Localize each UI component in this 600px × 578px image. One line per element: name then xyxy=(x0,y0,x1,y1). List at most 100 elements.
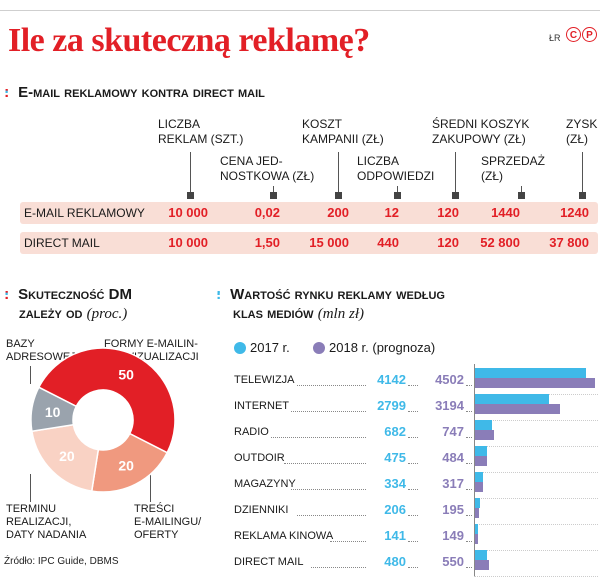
leader-dots xyxy=(408,410,418,412)
leader-dots xyxy=(408,384,418,386)
row-gridline xyxy=(474,472,598,474)
section2-unit: (proc.) xyxy=(86,306,128,322)
table-row xyxy=(20,202,598,224)
legend-2018-dot-icon xyxy=(313,342,325,354)
value-2018: 550 xyxy=(442,554,464,569)
table-cell: 15 000 xyxy=(309,235,349,250)
column-header-line: CENA JED- xyxy=(220,154,283,168)
row-label: E-MAIL REKLAMOWY xyxy=(24,206,145,220)
section2-subtitle: zależy od (proc.) xyxy=(19,305,127,323)
section3-heading: :· Wartość rynku reklamy według xyxy=(216,286,445,303)
section3-bullet-icon: : xyxy=(216,286,222,303)
leader-dots xyxy=(408,436,418,438)
bar-2018 xyxy=(474,456,488,466)
bar-category-label: INTERNET xyxy=(234,400,289,412)
bar-2017 xyxy=(474,446,487,456)
column-header-line: SPRZEDAŻ xyxy=(481,154,546,168)
table-cell: 10 000 xyxy=(168,235,208,250)
table-cell: 37 800 xyxy=(549,235,589,250)
leader-dots xyxy=(466,436,472,438)
donut-leader-line xyxy=(150,474,151,502)
section2-subtitle-text: zależy od xyxy=(19,305,83,322)
leader-dots xyxy=(408,488,418,490)
column-header-line: ODPOWIEDZI xyxy=(357,169,435,183)
bar-category-label: REKLAMA KINOWA xyxy=(234,530,334,542)
leader-dots xyxy=(284,462,366,464)
column-marker-line xyxy=(187,152,194,199)
row-label: DIRECT MAIL xyxy=(24,236,100,250)
table-cell: 200 xyxy=(327,205,349,220)
bar-axis-line xyxy=(474,364,475,576)
value-2017: 4142 xyxy=(377,372,406,387)
donut-slice xyxy=(37,347,176,454)
column-header-4: LICZBA ODPOWIEDZI xyxy=(357,154,434,184)
section2-title: Skuteczność DM xyxy=(18,286,132,303)
table-cell: 120 xyxy=(437,235,459,250)
value-2017: 2799 xyxy=(377,398,406,413)
bar-2017 xyxy=(474,368,586,378)
leader-dots xyxy=(330,540,366,542)
section1-heading: :· E-mail reklamowy kontra direct mail xyxy=(4,84,265,101)
leader-dots xyxy=(290,410,366,412)
value-2018: 3194 xyxy=(435,398,464,413)
column-header-line: NOSTKOWA (ZŁ) xyxy=(220,169,315,183)
row-gridline xyxy=(474,524,598,526)
column-header-1: LICZBA REKLAM (SZT.) xyxy=(158,117,243,147)
table-cell: 1240 xyxy=(560,205,589,220)
column-header-line: LICZBA xyxy=(357,154,400,168)
bar-2017 xyxy=(474,524,478,534)
section3-title: Wartość rynku reklamy według xyxy=(230,286,445,303)
value-2018: 149 xyxy=(442,528,464,543)
bar-2017 xyxy=(474,394,550,404)
bar-category-label: OUTDOIR xyxy=(234,452,285,464)
column-header-line: KAMPANII (ZŁ) xyxy=(302,132,384,146)
bar-2018 xyxy=(474,508,480,518)
page-title: Ile za skuteczną reklamę? xyxy=(8,22,370,59)
leader-dots xyxy=(466,488,472,490)
leader-dots xyxy=(466,566,472,568)
row-gridline xyxy=(474,420,598,422)
cp-logo-c-icon: C xyxy=(566,27,581,42)
column-header-line: (ZŁ) xyxy=(481,169,503,183)
table-cell: 1,50 xyxy=(254,235,280,250)
bar-2018 xyxy=(474,560,489,570)
section2-bullet-icon: : xyxy=(4,286,10,303)
leader-dots xyxy=(290,488,366,490)
leader-dots xyxy=(408,514,418,516)
column-marker-line xyxy=(394,186,401,199)
column-header-line: ŚREDNI KOSZYK xyxy=(432,117,530,131)
column-header-line: KOSZT xyxy=(302,117,343,131)
value-2017: 141 xyxy=(384,528,406,543)
bar-category-label: RADIO xyxy=(234,426,269,438)
table-cell: 0,02 xyxy=(254,205,280,220)
column-marker-line xyxy=(452,152,459,199)
donut-label-tresci: TREŚCI E-MAILINGU/OFERTY xyxy=(134,503,201,542)
bar-2018 xyxy=(474,482,483,492)
column-header-6: SPRZEDAŻ (ZŁ) xyxy=(481,154,545,184)
row-gridline xyxy=(474,498,598,500)
bar-2018 xyxy=(474,534,479,544)
leader-dots xyxy=(310,566,366,568)
donut-label-line: BAZY xyxy=(6,338,35,350)
bar-category-label: TELEWIZJA xyxy=(234,374,295,386)
donut-label-line: TERMINU xyxy=(6,503,57,515)
donut-label-line: REALIZACJI, xyxy=(6,516,72,528)
table-cell: 120 xyxy=(437,205,459,220)
section3-subtitle-text: klas mediów xyxy=(233,305,314,322)
donut-label-terminu: TERMINU REALIZACJI, DATY NADANIA xyxy=(6,503,86,542)
row-gridline xyxy=(474,446,598,448)
donut-leader-line xyxy=(30,474,31,502)
column-header-5: ŚREDNI KOSZYK ZAKUPOWY (ZŁ) xyxy=(432,117,529,147)
value-2018: 4502 xyxy=(435,372,464,387)
bar-2018 xyxy=(474,404,561,414)
leader-dots xyxy=(408,462,418,464)
donut-label-line: TREŚCI xyxy=(134,503,175,515)
leader-dots xyxy=(408,566,418,568)
bar-2017 xyxy=(474,550,487,560)
top-rule xyxy=(0,10,600,11)
bar-category-label: DIRECT MAIL xyxy=(234,556,304,568)
value-2018: 195 xyxy=(442,502,464,517)
donut-label-line: E-MAILINGU/ xyxy=(134,516,202,528)
bar-category-label: MAGAZYNY xyxy=(234,478,296,490)
bar-category-label: DZIENNIKI xyxy=(234,504,289,516)
